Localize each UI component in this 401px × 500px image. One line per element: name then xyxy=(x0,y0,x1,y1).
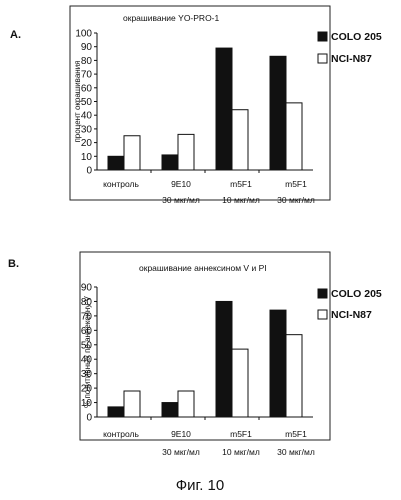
category-label: контроль xyxy=(103,179,139,189)
y-tick-label: 20 xyxy=(81,138,93,149)
category-label: m5F1 xyxy=(230,179,252,189)
y-tick-label: 70 xyxy=(81,70,93,81)
category-sublabel: 30 мкг/мл xyxy=(277,195,315,205)
chart-panel-a: A.окрашивание YO-PRO-1процент окрашивани… xyxy=(10,6,382,205)
bar-colo-205-0 xyxy=(108,156,124,170)
legend-swatch xyxy=(318,54,327,63)
y-tick-label: 0 xyxy=(86,166,92,177)
bar-colo-205-0 xyxy=(108,407,124,417)
bar-colo-205-2 xyxy=(216,48,232,170)
category-label: m5F1 xyxy=(285,179,307,189)
category-label: контроль xyxy=(103,429,139,439)
y-tick-label: 90 xyxy=(81,283,93,294)
category-sublabel: 30 мкг/мл xyxy=(162,195,200,205)
y-tick-label: 50 xyxy=(81,97,93,108)
panel-label: A. xyxy=(10,29,21,41)
y-tick-label: 90 xyxy=(81,42,93,53)
bar-nci-n87-0 xyxy=(124,136,140,170)
legend-swatch xyxy=(318,32,327,41)
chart-title: окрашивание аннексином V и PI xyxy=(139,263,267,273)
bar-colo-205-1 xyxy=(162,403,178,417)
y-tick-label: 60 xyxy=(81,326,93,337)
category-sublabel: 30 мкг/мл xyxy=(162,447,200,457)
bar-nci-n87-3 xyxy=(286,335,302,417)
category-sublabel: 10 мкг/мл xyxy=(222,447,260,457)
y-tick-label: 30 xyxy=(81,369,93,380)
y-tick-label: 60 xyxy=(81,83,93,94)
legend-swatch xyxy=(318,289,327,298)
panel-label: B. xyxy=(8,258,19,270)
figure-caption: Фиг. 10 xyxy=(176,477,224,494)
y-tick-label: 40 xyxy=(81,355,93,366)
bar-nci-n87-2 xyxy=(232,349,248,417)
legend-label: NCI-N87 xyxy=(331,309,372,321)
category-label: m5F1 xyxy=(230,429,252,439)
y-tick-label: 10 xyxy=(81,152,93,163)
y-tick-label: 70 xyxy=(81,311,93,322)
legend-label: COLO 205 xyxy=(331,288,382,300)
chart-panel-b: B.окрашивание аннексином V и PI% позитив… xyxy=(8,252,382,457)
bar-nci-n87-2 xyxy=(232,110,248,170)
bar-colo-205-3 xyxy=(270,56,286,170)
legend-label: COLO 205 xyxy=(331,31,382,43)
y-tick-label: 100 xyxy=(75,29,92,40)
category-label: 9E10 xyxy=(171,179,191,189)
bar-nci-n87-1 xyxy=(178,391,194,417)
y-tick-label: 80 xyxy=(81,297,93,308)
y-tick-label: 80 xyxy=(81,56,93,67)
chart-title: окрашивание YO-PRO-1 xyxy=(123,13,220,23)
legend-swatch xyxy=(318,310,327,319)
y-tick-label: 20 xyxy=(81,384,93,395)
y-tick-label: 0 xyxy=(86,413,92,424)
bar-nci-n87-0 xyxy=(124,391,140,417)
y-tick-label: 40 xyxy=(81,111,93,122)
category-label: 9E10 xyxy=(171,429,191,439)
bar-colo-205-1 xyxy=(162,155,178,170)
category-sublabel: 10 мкг/мл xyxy=(222,195,260,205)
y-tick-label: 30 xyxy=(81,124,93,135)
bar-colo-205-2 xyxy=(216,301,232,417)
y-tick-label: 10 xyxy=(81,398,93,409)
category-label: m5F1 xyxy=(285,429,307,439)
bar-nci-n87-3 xyxy=(286,103,302,170)
legend-label: NCI-N87 xyxy=(331,53,372,65)
bar-colo-205-3 xyxy=(270,310,286,417)
y-tick-label: 50 xyxy=(81,340,93,351)
category-sublabel: 30 мкг/мл xyxy=(277,447,315,457)
bar-nci-n87-1 xyxy=(178,134,194,170)
